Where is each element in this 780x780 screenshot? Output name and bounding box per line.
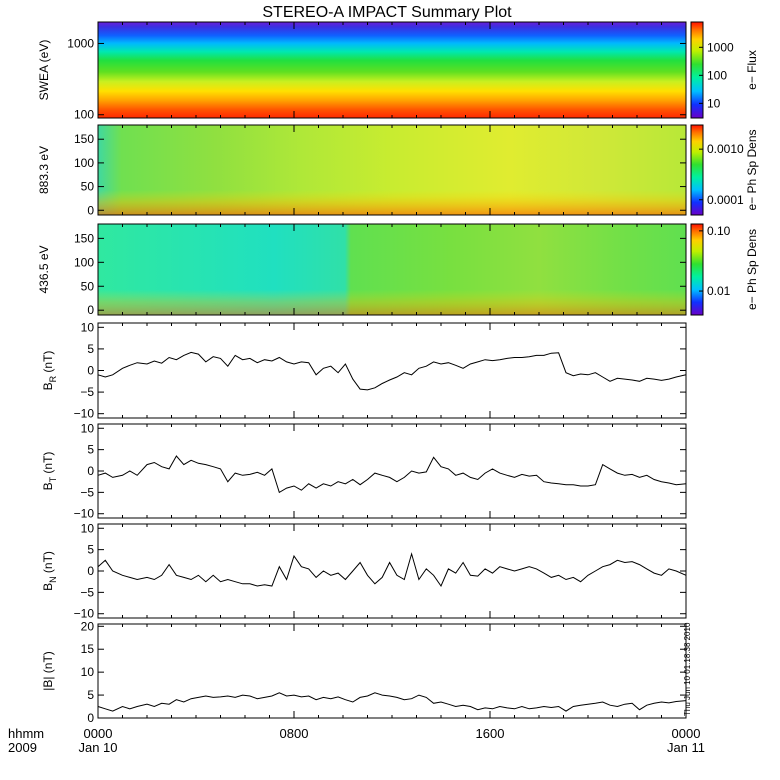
panel-bt-ytick-label: −5 — [80, 485, 94, 499]
panel-bn-ytick-label: 0 — [87, 564, 94, 578]
panel-bmag-ytick-label: 15 — [81, 642, 95, 656]
panel-bn-ytick-label: −10 — [74, 607, 95, 621]
panel-pad436: 0.01 0.10 e− Ph Sp Dens 436.5 eV 0 50 100 150 — [37, 223, 759, 317]
panel-br-ytick-label: 5 — [87, 342, 94, 356]
panel-swea-ylabel: SWEA (eV) — [37, 40, 51, 101]
panel-swea-colorbar-label: e− Flux — [745, 50, 759, 90]
panel-pad883-colorbar — [690, 124, 704, 216]
panel-bt-ytick-label: 0 — [87, 464, 94, 478]
panel-br-ytick-label: −10 — [74, 407, 95, 421]
panel-bn-ytick-label: 10 — [81, 521, 95, 535]
panel-pad883-colorbar-tick-label: 0.0010 — [707, 142, 744, 156]
panel-br: BR (nT) −10 −5 0 5 10 — [41, 320, 687, 421]
panel-bmag-ylabel: |B| (nT) — [41, 651, 55, 691]
timestamp-label: Thu Jun 10 01:18:38 2010 — [683, 622, 692, 716]
panel-swea-colorbar-tick-label: 10 — [707, 96, 721, 110]
panel-swea-colorbar — [690, 21, 704, 119]
panel-bmag-ytick-label: 10 — [81, 665, 95, 679]
panel-swea-colorbar-tick-label: 1000 — [707, 40, 734, 54]
panel-bn-frame — [97, 523, 687, 619]
panel-pad883-heatmap-band — [98, 189, 686, 215]
panel-pad883: 0.0001 0.0010 e− Ph Sp Dens 883.3 eV 0 50 100 1… — [37, 124, 759, 217]
panel-pad436-ytick-label: 0 — [87, 303, 94, 317]
panel-br-series-line — [97, 351, 687, 391]
panel-bt: BT (nT) −10 −5 0 5 10 — [41, 421, 687, 521]
panel-br-ylabel: BR (nT) — [41, 351, 58, 391]
panel-bmag-frame — [97, 623, 687, 719]
time-axis-tick-label: 1600 — [476, 726, 505, 741]
panel-pad436-colorbar-tick-label: 0.10 — [707, 224, 731, 238]
panel-bmag-ytick-label: 5 — [87, 688, 94, 702]
panel-pad436-colorbar-label: e− Ph Sp Dens — [745, 229, 759, 310]
panel-pad883-ylabel: 883.3 eV — [37, 146, 51, 194]
time-axis-date-label: Jan 11 — [667, 740, 705, 755]
panel-pad883-colorbar-tick-label: 0.0001 — [707, 193, 744, 207]
panel-swea-ytick-label: 1000 — [67, 36, 94, 50]
panel-bn-ytick-label: −5 — [80, 585, 94, 599]
plot-title: STEREO-A IMPACT Summary Plot — [262, 4, 512, 21]
time-axis-corner-year: 2009 — [8, 740, 37, 755]
panel-bt-ytick-label: 10 — [81, 421, 95, 435]
panel-pad436-ylabel: 436.5 eV — [37, 245, 51, 293]
time-axis-tick-label: 0000 — [672, 726, 701, 741]
panel-bn-ytick-label: 5 — [87, 543, 94, 557]
panel-pad883-ytick-label: 50 — [81, 180, 95, 194]
panel-pad436-heatmap-band — [98, 289, 686, 315]
time-axis-tick-label: 0000 — [84, 726, 113, 741]
panel-br-ytick-label: 10 — [81, 320, 95, 334]
time-axis-corner-hhmm: hhmm — [8, 726, 44, 741]
panel-pad436-colorbar — [690, 223, 704, 316]
panel-bt-ylabel: BT (nT) — [41, 452, 58, 491]
panel-pad436-ytick-label: 150 — [74, 231, 94, 245]
panel-pad883-colorbar-label: e− Ph Sp Dens — [745, 129, 759, 210]
panel-swea-ytick-label: 100 — [74, 108, 94, 122]
panel-bn-series-line — [97, 552, 687, 588]
panel-pad883-ytick-label: 100 — [74, 156, 94, 170]
panel-bn: BN (nT) −10 −5 0 5 10 — [41, 521, 687, 621]
panel-bt-series-line — [97, 455, 687, 494]
panel-swea: 10 100 1000 e− Flux SWEA (eV) 100 1000 — [37, 21, 759, 122]
panel-bmag-ytick-label: 20 — [81, 619, 95, 633]
panel-bt-ytick-label: −10 — [74, 507, 95, 521]
time-axis-date-label: Jan 10 — [78, 740, 117, 755]
panel-pad883-ytick-label: 150 — [74, 132, 94, 146]
panel-swea-colorbar-tick-label: 100 — [707, 68, 727, 82]
panel-bt-frame — [97, 423, 687, 519]
panel-pad436-ytick-label: 100 — [74, 255, 94, 269]
panel-pad436-colorbar-tick-label: 0.01 — [707, 284, 731, 298]
panel-bmag-series-line — [97, 692, 687, 712]
panel-bt-ytick-label: 5 — [87, 443, 94, 457]
panel-br-frame — [97, 322, 687, 419]
panel-swea-heatmap — [98, 22, 686, 118]
time-axis-tick-label: 0800 — [280, 726, 309, 741]
panel-bn-ylabel: BN (nT) — [41, 551, 58, 591]
panel-bmag-ytick-label: 0 — [87, 711, 94, 725]
panel-pad436-ytick-label: 50 — [81, 279, 95, 293]
panel-bmag: |B| (nT) 0 5 10 15 20 — [41, 619, 687, 725]
panel-br-ytick-label: 0 — [87, 364, 94, 378]
panel-pad883-ytick-label: 0 — [87, 203, 94, 217]
panel-br-ytick-label: −5 — [80, 385, 94, 399]
